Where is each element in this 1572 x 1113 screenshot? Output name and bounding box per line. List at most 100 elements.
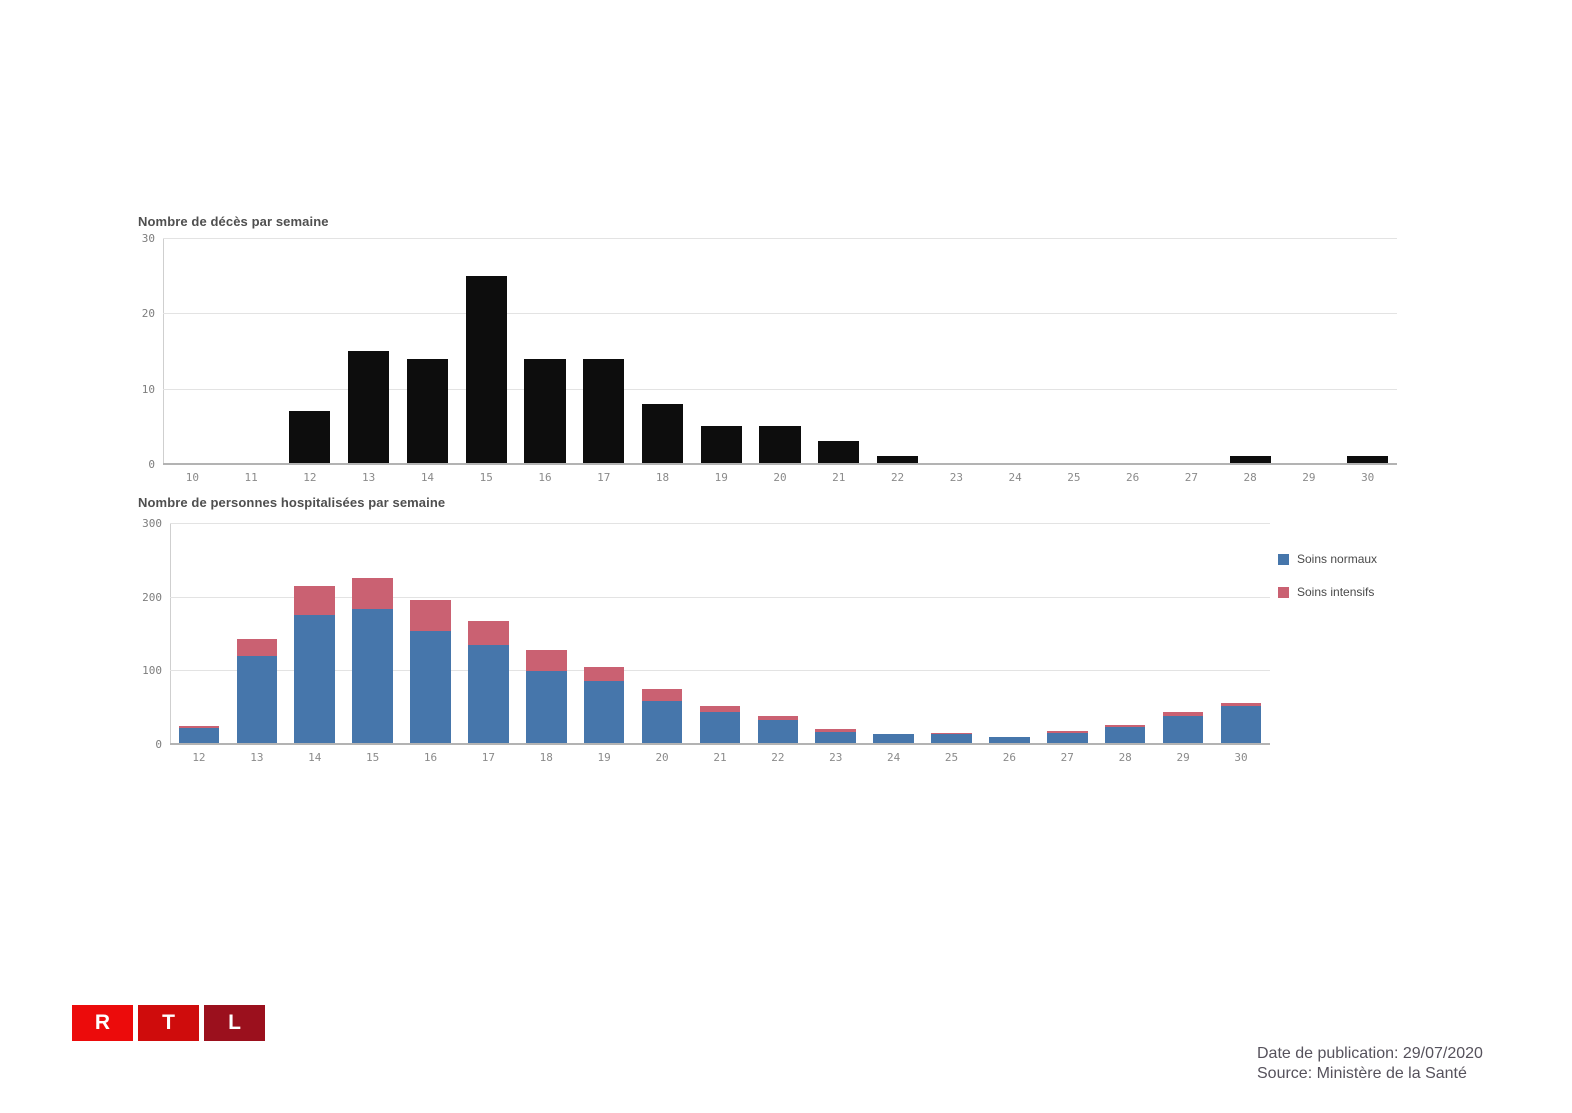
bar-week-26-soins-normaux (989, 736, 1030, 744)
bar-week-25-soins-intensifs (931, 732, 972, 735)
bar-cell-week-25 (1044, 238, 1103, 464)
x-axis-tick-21: 21 (832, 471, 846, 484)
bar-cell-week-18 (633, 238, 692, 464)
bar-cell-week-12 (170, 523, 228, 744)
x-axis-labels: 10 11 12 13 14 15 16 17 18 19 20 21 22 23 24 25 26 27 28 29… (163, 471, 1397, 484)
bar-cell-week-26 (1103, 238, 1162, 464)
x-axis-tick-23: 23 (829, 751, 843, 764)
legend-item-soins-normaux: Soins normaux (1278, 552, 1377, 566)
hospitalizations-chart-title: Nombre de personnes hospitalisées par se… (138, 495, 446, 510)
x-axis-tick-26: 26 (1126, 471, 1140, 484)
bar-cell-week-17 (459, 523, 517, 744)
bar-cell-week-11 (222, 238, 281, 464)
x-axis-tick-29: 29 (1176, 751, 1190, 764)
bar-week-16 (524, 358, 566, 464)
bar-cell-week-22 (749, 523, 807, 744)
bar-week-22 (757, 716, 799, 744)
y-axis-tick-300: 300 (142, 517, 162, 530)
bar-week-14 (294, 585, 335, 744)
x-axis-tick-13: 13 (250, 751, 264, 764)
soins-intensifs-swatch-icon (1278, 586, 1289, 598)
bar-week-29 (1162, 711, 1204, 744)
x-axis-tick-11: 11 (244, 471, 258, 484)
bar-week-14 (406, 358, 448, 464)
bar-cell-week-12 (281, 238, 340, 464)
x-axis-tick-27: 27 (1184, 471, 1199, 484)
bar-cell-week-21 (691, 523, 749, 744)
x-axis-labels: 12 13 14 15 16 17 18 19 20 21 22 23 24 25 26 27 28 29 30 (170, 751, 1270, 764)
bar-week-24 (873, 733, 914, 744)
bar-week-12 (289, 411, 331, 464)
bar-cell-week-30 (1338, 238, 1397, 464)
bar-cell-week-10 (163, 238, 222, 464)
bar-week-12-soins-intensifs (178, 725, 220, 728)
bar-week-22-soins-intensifs (757, 716, 799, 721)
bar-week-22-soins-normaux (757, 720, 799, 744)
bar-cell-week-27 (1162, 238, 1221, 464)
bar-week-13 (348, 351, 390, 464)
bar-week-25 (931, 732, 972, 744)
rtl-logo-block-r: R (72, 1005, 133, 1041)
hospitalizations-chart-plot-area: 0 100 200 300 12 13 14 15 16 17 18 19 20 21 22 23 24 25 26… (142, 517, 1270, 764)
bar-week-30-soins-intensifs (1220, 702, 1262, 707)
bar-week-14-soins-normaux (294, 615, 335, 744)
bar-week-19-soins-intensifs (583, 666, 625, 682)
gridline-0 (170, 743, 1270, 745)
bar-cell-week-26 (980, 523, 1038, 744)
bar-week-13-soins-normaux (236, 655, 278, 744)
gridline-10 (163, 388, 1397, 390)
bar-week-12-value (289, 411, 331, 464)
footer: Date de publication: 29/07/2020 Source: … (1257, 1044, 1483, 1084)
y-axis-tick-100: 100 (142, 664, 162, 678)
x-axis-tick-25: 25 (944, 751, 959, 764)
bar-cell-week-13 (228, 523, 286, 744)
bar-week-21 (818, 441, 860, 464)
bar-week-19 (700, 426, 742, 464)
bar-week-21-value (818, 441, 860, 464)
bar-week-23-soins-intensifs (815, 729, 856, 733)
bar-week-28 (1229, 456, 1271, 464)
bar-cell-week-23 (927, 238, 986, 464)
x-axis-tick-24: 24 (887, 751, 901, 764)
bar-week-30-soins-normaux (1220, 706, 1262, 744)
y-axis-tick-0: 0 (155, 738, 162, 751)
x-axis-tick-15: 15 (479, 471, 493, 484)
bar-week-16-soins-intensifs (410, 600, 451, 632)
bar-week-20-soins-normaux (641, 700, 683, 744)
bar-week-26 (989, 736, 1030, 744)
bar-week-30 (1220, 702, 1262, 744)
bar-week-12 (178, 725, 220, 744)
x-axis-tick-28: 28 (1118, 751, 1132, 764)
bar-week-17-soins-normaux (468, 645, 509, 744)
bar-week-18-soins-intensifs (526, 650, 567, 672)
bars-container (170, 523, 1270, 744)
publication-date-text: Date de publication: 29/07/2020 (1257, 1045, 1483, 1062)
bar-cell-week-28 (1096, 523, 1154, 744)
x-axis-tick-18: 18 (655, 471, 670, 484)
x-axis-tick-30: 30 (1234, 751, 1248, 764)
bar-week-22 (877, 456, 919, 464)
x-axis-tick-20: 20 (773, 471, 787, 484)
x-axis-tick-26: 26 (1002, 751, 1017, 764)
x-axis-tick-12: 12 (192, 751, 206, 764)
x-axis-tick-22: 22 (890, 471, 905, 484)
bar-week-21 (699, 705, 741, 744)
bar-cell-week-16 (402, 523, 460, 744)
bar-cell-week-23 (807, 523, 865, 744)
bar-cell-week-24 (865, 523, 923, 744)
x-axis-tick-12: 12 (303, 471, 317, 484)
bar-cell-week-16 (516, 238, 575, 464)
y-axis-tick-30: 30 (141, 232, 155, 245)
x-axis-tick-25: 25 (1067, 471, 1081, 484)
bar-week-15 (352, 578, 393, 744)
bar-cell-week-29 (1154, 523, 1212, 744)
bar-week-30-value (1347, 456, 1389, 464)
x-axis-tick-19: 19 (597, 751, 611, 764)
soins-normaux-swatch-icon (1278, 553, 1289, 565)
bar-week-25-soins-normaux (931, 734, 972, 744)
gridline-0 (163, 463, 1397, 465)
x-axis-tick-19: 19 (714, 471, 728, 484)
bar-cell-week-21 (809, 238, 868, 464)
bar-week-19-soins-normaux (583, 681, 625, 744)
bar-week-15-soins-intensifs (352, 578, 393, 610)
